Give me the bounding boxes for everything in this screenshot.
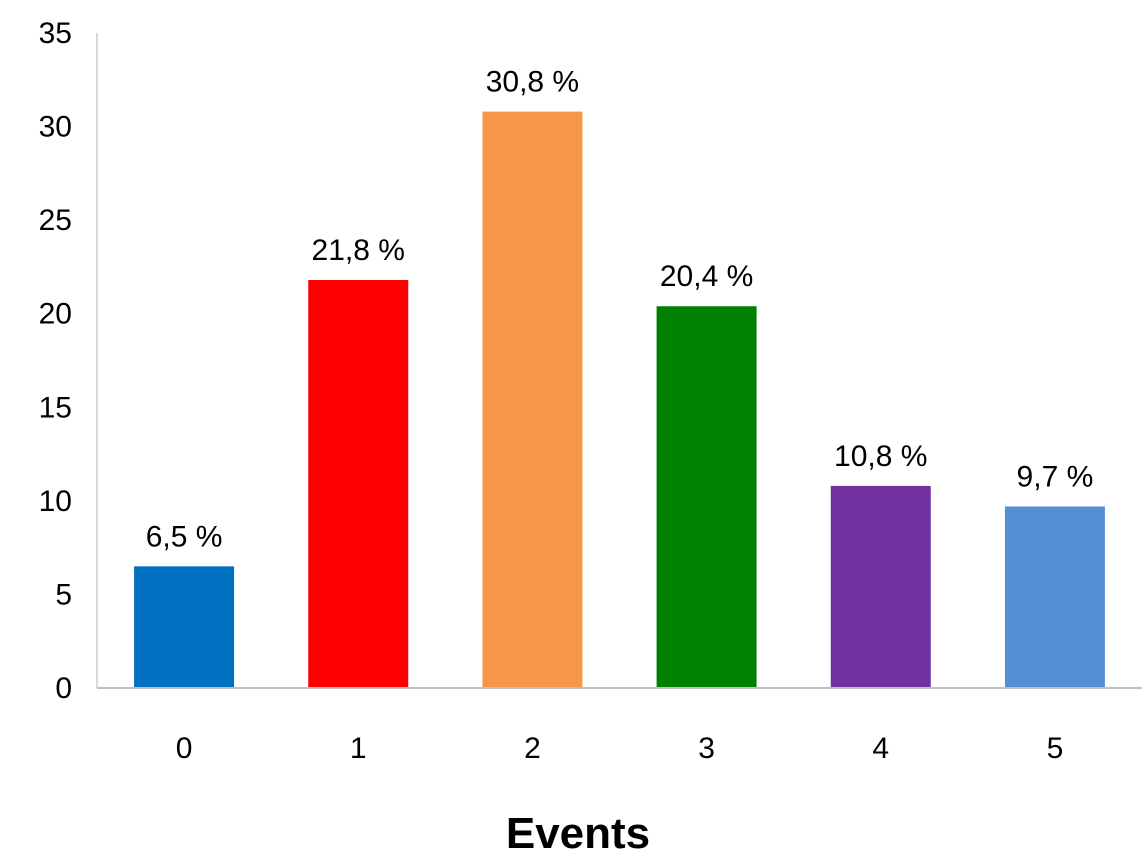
y-tick-label: 35: [39, 17, 72, 50]
x-tick-label: 5: [1047, 732, 1064, 765]
bar-0: [134, 566, 235, 688]
x-axis-tick-labels: 0 1 2 3 4 5: [176, 732, 1064, 765]
data-label: 6,5 %: [146, 520, 223, 553]
y-tick-label: 20: [39, 298, 72, 331]
y-tick-label: 10: [39, 485, 72, 518]
x-tick-label: 3: [698, 732, 715, 765]
bar-2: [482, 111, 583, 689]
y-axis-tick-labels: 0 5 10 15 20 25 30 35: [39, 17, 72, 705]
y-tick-label: 5: [55, 578, 72, 611]
data-label: 20,4 %: [660, 260, 753, 293]
x-axis-title: Events: [506, 809, 650, 852]
bar-4: [830, 485, 931, 688]
bar-5: [1004, 506, 1105, 688]
y-tick-label: 25: [39, 204, 72, 237]
x-tick-label: 1: [350, 732, 367, 765]
data-label: 21,8 %: [312, 234, 405, 267]
data-label: 9,7 %: [1017, 460, 1094, 493]
x-tick-label: 4: [872, 732, 889, 765]
bar-3: [656, 306, 757, 688]
bar-1: [308, 280, 409, 688]
data-label: 30,8 %: [486, 66, 579, 99]
x-tick-label: 2: [524, 732, 541, 765]
y-tick-label: 30: [39, 111, 72, 144]
data-labels: 6,5 % 21,8 % 30,8 % 20,4 % 10,8 % 9,7 %: [146, 66, 1094, 554]
data-label: 10,8 %: [834, 440, 927, 473]
x-tick-label: 0: [176, 732, 193, 765]
bars: [134, 111, 1105, 689]
y-tick-label: 15: [39, 391, 72, 424]
y-tick-label: 0: [55, 672, 72, 705]
